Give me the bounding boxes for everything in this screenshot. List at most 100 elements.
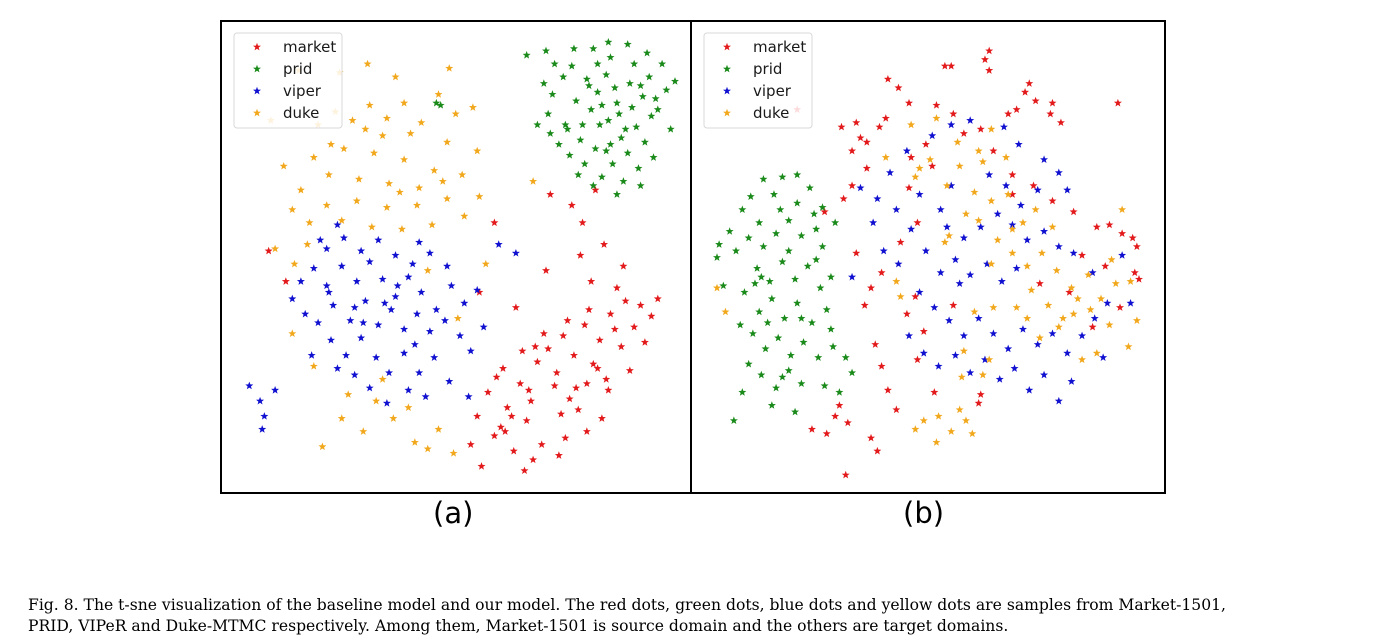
data-point [1118, 229, 1127, 237]
data-point [365, 383, 374, 392]
data-point [1063, 349, 1072, 357]
data-point [604, 116, 613, 124]
legend-label-viper: viper [753, 82, 792, 100]
data-point [595, 120, 604, 129]
data-point [980, 55, 989, 63]
data-point [883, 74, 892, 83]
data-point [791, 275, 800, 283]
data-point [600, 240, 609, 248]
data-point [473, 285, 482, 294]
data-point [1023, 262, 1032, 270]
data-point [947, 61, 956, 70]
data-point [585, 81, 593, 90]
data-point [623, 40, 632, 48]
data-point [417, 288, 426, 296]
data-point [940, 61, 949, 70]
data-point [466, 440, 475, 448]
data-point [434, 90, 443, 98]
data-point [919, 327, 928, 335]
data-point [391, 72, 400, 81]
data-point [475, 288, 484, 296]
data-point [1063, 185, 1072, 194]
data-point [593, 364, 602, 372]
data-point [322, 201, 331, 209]
data-point [501, 427, 510, 435]
data-point [621, 296, 630, 305]
data-point [955, 279, 964, 287]
data-point [778, 172, 787, 181]
data-point [350, 303, 359, 311]
data-point [732, 246, 740, 255]
data-point [907, 120, 916, 129]
data-point [612, 283, 621, 292]
data-point [617, 342, 626, 351]
data-point [919, 349, 928, 357]
data-point [818, 242, 827, 251]
data-point [619, 262, 628, 270]
data-point [436, 101, 445, 109]
data-point [1035, 279, 1044, 287]
data-point [440, 316, 449, 324]
data-point [1073, 294, 1082, 303]
data-point [892, 405, 901, 414]
data-point [389, 414, 398, 422]
data-point [721, 307, 730, 316]
data-point [499, 364, 507, 372]
data-point [856, 133, 865, 142]
data-point [793, 298, 802, 307]
data-point [612, 98, 621, 107]
data-point [947, 181, 956, 190]
data-point [494, 240, 503, 248]
data-point [1097, 294, 1106, 303]
legend-label-viper: viper [283, 82, 322, 100]
data-point [410, 340, 419, 348]
data-point [1069, 309, 1078, 318]
data-point [951, 255, 960, 264]
data-point [400, 98, 409, 107]
figure-caption: Fig. 8. The t-sne visualization of the b… [28, 595, 1368, 637]
data-point [869, 218, 878, 227]
data-point [778, 372, 787, 381]
data-point [822, 305, 831, 314]
data-point [860, 301, 869, 309]
data-point [959, 233, 968, 242]
data-point [559, 331, 568, 340]
data-point [344, 390, 353, 398]
data-point [468, 103, 477, 111]
data-point [961, 209, 970, 218]
data-point [1018, 325, 1027, 333]
data-point [563, 316, 572, 324]
data-point [797, 314, 806, 322]
series-prid [432, 37, 679, 198]
panel-a-label: (a) [433, 496, 474, 530]
data-point [1048, 329, 1057, 338]
data-point [826, 272, 835, 281]
data-point [507, 412, 516, 420]
data-point [640, 138, 649, 146]
data-point [835, 401, 844, 409]
data-point [309, 153, 318, 161]
data-point [406, 129, 415, 137]
data-point [999, 122, 1008, 131]
data-point [1037, 248, 1046, 257]
data-point [370, 148, 378, 157]
data-point [1113, 98, 1122, 107]
data-point [886, 168, 895, 177]
series-viper [848, 116, 1135, 405]
data-point [915, 288, 924, 296]
data-point [615, 109, 624, 118]
legend-star-icon [253, 64, 261, 73]
data-point [740, 288, 749, 296]
data-point [761, 344, 770, 353]
data-point [784, 366, 793, 374]
data-point [400, 325, 409, 333]
data-point [352, 277, 361, 285]
data-point [580, 320, 589, 329]
data-point [949, 109, 958, 118]
data-point [940, 238, 949, 246]
data-point [443, 138, 452, 146]
data-point [915, 190, 924, 198]
data-point [831, 412, 840, 420]
data-point [372, 396, 381, 405]
data-point [539, 79, 548, 87]
